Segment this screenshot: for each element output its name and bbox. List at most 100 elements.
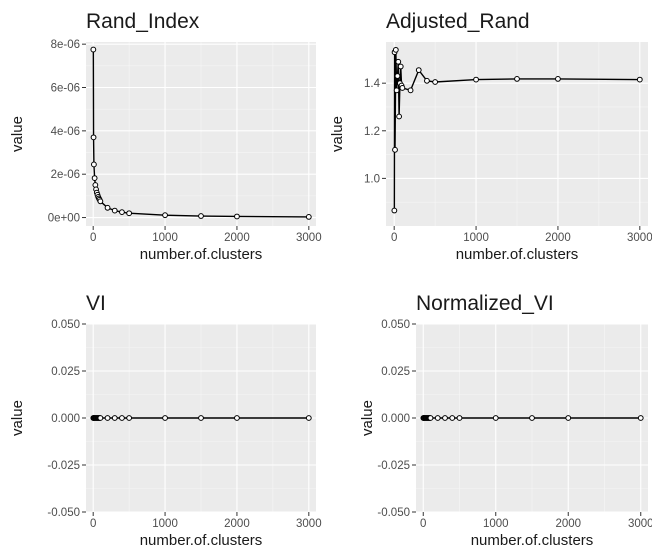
- data-point: [104, 415, 111, 421]
- y-tick-label: 1.0: [364, 173, 380, 185]
- y-tick-label: 4e-06: [51, 126, 80, 138]
- data-point: [432, 79, 439, 85]
- x-tick-label: 0: [90, 518, 96, 530]
- x-tick-label: 0: [90, 232, 96, 244]
- x-tick-label: 3000: [296, 232, 322, 244]
- y-axis-title: value: [9, 116, 26, 152]
- series-line: [393, 49, 640, 211]
- y-tick-label: 1.2: [364, 126, 380, 138]
- data-point: [407, 87, 414, 94]
- x-tick-label: 1000: [152, 232, 178, 244]
- data-point: [637, 415, 644, 421]
- data-point: [392, 146, 398, 153]
- data-point: [119, 209, 125, 216]
- data-point: [392, 46, 399, 53]
- chart-panel-rand-index: 0e+00 2e-06 4e-06 6e-06 8e-06 0 1000 2000 3000 Ra…: [9, 10, 322, 263]
- x-tick-label: 0: [391, 232, 397, 244]
- data-point: [396, 113, 403, 120]
- data-point: [198, 415, 204, 421]
- y-tick-label: -0.050: [377, 507, 410, 519]
- y-tick-label: 0.000: [381, 413, 410, 425]
- data-point: [415, 67, 422, 73]
- data-point: [449, 415, 456, 421]
- panel-title: VI: [86, 292, 106, 315]
- data-point: [126, 415, 133, 421]
- data-point: [126, 210, 133, 217]
- data-point: [305, 415, 312, 421]
- y-tick-label: -0.050: [47, 507, 80, 519]
- data-point: [555, 75, 561, 82]
- chart-panel-normalized-vi: -0.050 -0.025 0.000 0.025 0.050 0 1000 2000 3000…: [359, 292, 652, 549]
- data-point: [397, 63, 404, 70]
- data-point: [91, 175, 98, 182]
- data-point: [391, 207, 398, 214]
- data-point: [119, 415, 125, 421]
- y-axis-title: value: [359, 400, 376, 436]
- data-point: [529, 415, 535, 421]
- data-point: [97, 198, 104, 205]
- data-point: [234, 213, 240, 220]
- x-tick-label: 1000: [463, 232, 489, 244]
- data-point: [456, 415, 463, 421]
- data-point: [198, 213, 204, 219]
- y-tick-label: 0.025: [381, 366, 410, 378]
- x-tick-label: 2000: [555, 518, 581, 530]
- y-axis-title: value: [9, 400, 26, 436]
- data-point: [393, 87, 400, 94]
- y-tick-label: 0.050: [381, 319, 410, 331]
- panel-title: Adjusted_Rand: [386, 10, 530, 33]
- x-tick-label: 3000: [627, 232, 652, 244]
- data-point: [162, 415, 168, 421]
- data-point: [442, 415, 448, 421]
- x-tick-label: 3000: [628, 518, 652, 530]
- panel-title: Rand_Index: [86, 10, 200, 33]
- y-tick-label: 0.000: [51, 413, 80, 425]
- data-point: [424, 77, 430, 84]
- data-point: [104, 204, 111, 211]
- data-point: [434, 415, 441, 421]
- data-point: [565, 415, 572, 421]
- x-axis-title: number.of.clusters: [140, 532, 263, 549]
- data-point: [90, 46, 97, 53]
- y-axis-title: value: [329, 116, 346, 152]
- chart-panel-vi: -0.050 -0.025 0.000 0.025 0.050 0 1000 2000 3000…: [9, 292, 322, 549]
- x-tick-label: 2000: [545, 232, 571, 244]
- y-tick-label: -0.025: [377, 460, 410, 472]
- data-point: [111, 207, 118, 214]
- data-point: [97, 415, 104, 421]
- data-point: [91, 161, 97, 168]
- y-tick-label: 1.4: [364, 78, 381, 90]
- x-axis-title: number.of.clusters: [471, 532, 594, 549]
- data-point: [395, 58, 402, 65]
- data-point: [394, 73, 401, 79]
- data-point: [636, 76, 643, 83]
- x-tick-label: 0: [420, 518, 426, 530]
- x-tick-label: 1000: [483, 518, 509, 530]
- data-point: [514, 75, 520, 82]
- y-tick-label: -0.025: [47, 460, 80, 472]
- data-point: [234, 415, 240, 421]
- y-tick-label: 6e-06: [51, 83, 80, 95]
- data-point: [305, 213, 312, 220]
- chart-panel-adjusted-rand: 1.0 1.2 1.4 0 1000 2000 3000 Adjusted_Randnumbe…: [329, 10, 652, 263]
- data-point: [162, 212, 168, 219]
- x-tick-label: 2000: [224, 518, 250, 530]
- y-tick-label: 0.050: [51, 319, 80, 331]
- x-axis-title: number.of.clusters: [140, 246, 263, 263]
- panel-title: Normalized_VI: [416, 292, 554, 315]
- x-axis-title: number.of.clusters: [456, 246, 579, 263]
- x-tick-label: 1000: [152, 518, 178, 530]
- data-point: [427, 415, 434, 421]
- data-point: [399, 85, 406, 91]
- y-tick-label: 0.025: [51, 366, 80, 378]
- y-tick-label: 0e+00: [48, 213, 80, 225]
- y-tick-label: 8e-06: [51, 39, 80, 51]
- data-point: [90, 134, 97, 141]
- data-point: [492, 415, 499, 421]
- x-tick-label: 2000: [224, 232, 250, 244]
- x-tick-label: 3000: [296, 518, 322, 530]
- data-point: [111, 415, 118, 421]
- y-tick-label: 2e-06: [51, 169, 80, 181]
- data-point: [473, 76, 479, 83]
